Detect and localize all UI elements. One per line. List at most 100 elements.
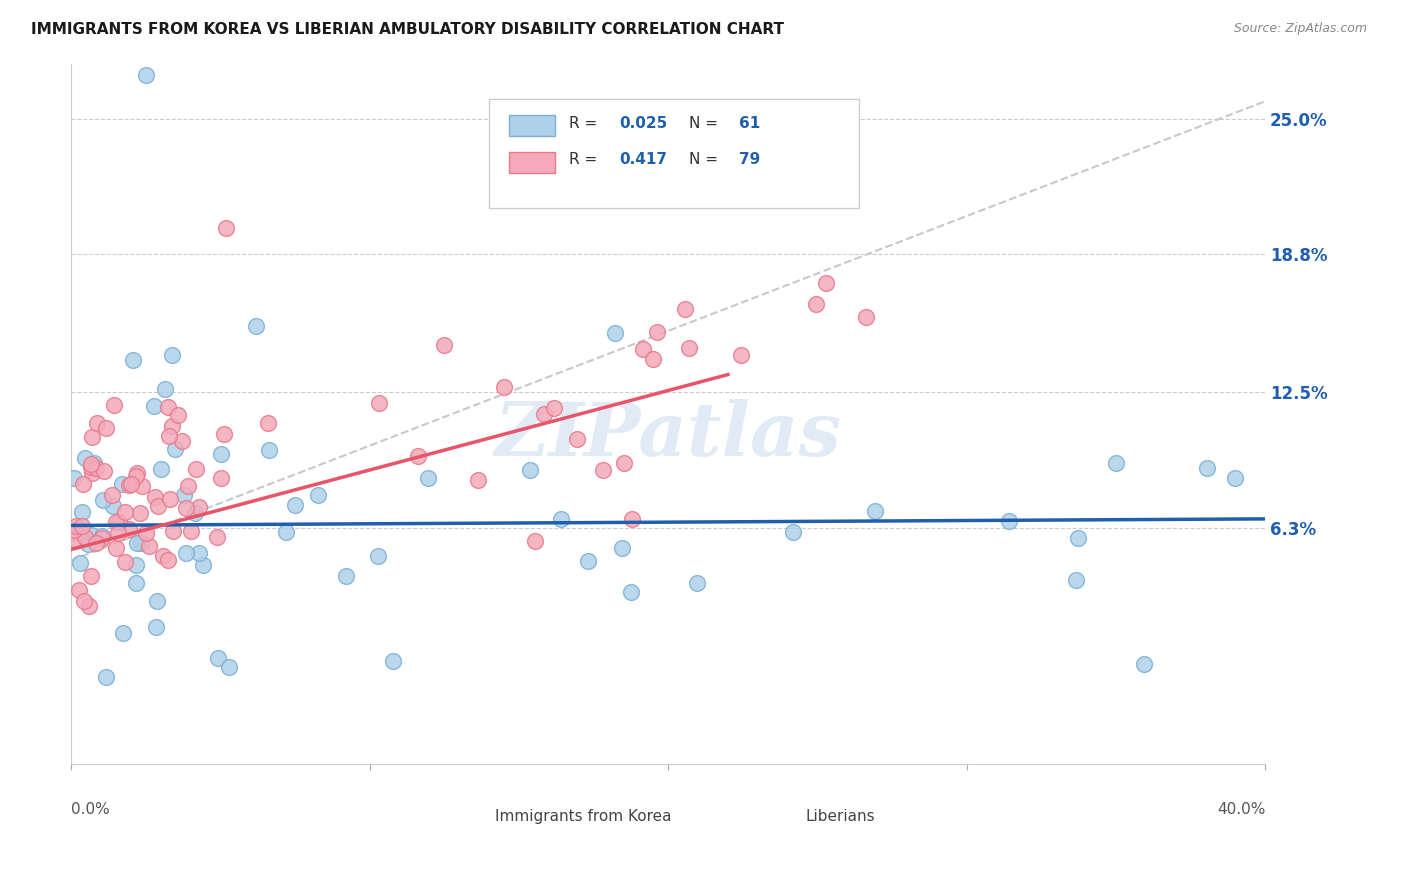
Point [82, 467, 104, 481]
Point [77, 599, 100, 613]
Point [188, 546, 211, 560]
Point [855, 310, 877, 324]
Point [1133, 657, 1156, 672]
Point [467, 473, 489, 487]
Point [163, 442, 186, 456]
Point [523, 533, 546, 548]
Point [492, 380, 515, 394]
Point [69, 556, 91, 570]
Point [155, 382, 177, 396]
Point [80, 460, 103, 475]
Point [93, 464, 115, 478]
Point [103, 398, 125, 412]
Point [138, 539, 160, 553]
Point [284, 498, 307, 512]
Point [184, 507, 207, 521]
Point [188, 500, 211, 514]
Point [177, 478, 200, 492]
Point [218, 660, 240, 674]
FancyBboxPatch shape [489, 99, 859, 208]
Point [125, 576, 148, 591]
Point [63, 523, 86, 537]
Point [79, 569, 101, 583]
Point [73, 451, 96, 466]
Point [111, 477, 134, 491]
Text: ZIPatlas: ZIPatlas [495, 399, 842, 471]
Point [131, 479, 153, 493]
Point [143, 490, 166, 504]
Point [1067, 531, 1090, 545]
Point [108, 515, 131, 529]
Point [162, 524, 184, 539]
Point [114, 505, 136, 519]
Point [686, 575, 709, 590]
Text: 79: 79 [738, 153, 759, 168]
Point [613, 456, 636, 470]
Text: IMMIGRANTS FROM KOREA VS LIBERIAN AMBULATORY DISABILITY CORRELATION CHART: IMMIGRANTS FROM KOREA VS LIBERIAN AMBULA… [31, 22, 785, 37]
Text: R =: R = [569, 153, 602, 168]
Point [1066, 574, 1088, 588]
Point [180, 524, 202, 538]
Point [172, 434, 194, 449]
Point [533, 407, 555, 421]
Point [550, 512, 572, 526]
Point [83, 457, 105, 471]
Point [418, 471, 440, 485]
Point [80, 430, 103, 444]
Point [633, 342, 655, 356]
Point [259, 443, 281, 458]
Point [209, 447, 232, 461]
Point [72, 477, 94, 491]
Point [543, 401, 565, 416]
Point [112, 626, 135, 640]
Point [107, 525, 129, 540]
Point [998, 514, 1021, 528]
Point [72, 519, 94, 533]
Point [678, 341, 700, 355]
Point [65, 519, 87, 533]
Point [67, 583, 90, 598]
Point [75, 530, 97, 544]
Point [129, 535, 152, 549]
Point [245, 319, 267, 334]
Point [80, 528, 103, 542]
Point [256, 417, 278, 431]
Text: N =: N = [689, 153, 723, 168]
Point [156, 400, 179, 414]
Point [610, 541, 633, 556]
Point [205, 530, 228, 544]
Bar [453, 810, 486, 825]
Point [86, 536, 108, 550]
Point [101, 499, 124, 513]
Text: Immigrants from Korea: Immigrants from Korea [495, 809, 672, 824]
Point [101, 488, 124, 502]
Point [114, 555, 136, 569]
Point [806, 296, 828, 310]
Point [94, 421, 117, 435]
Point [122, 353, 145, 368]
Point [91, 493, 114, 508]
Point [157, 553, 180, 567]
Text: Liberians: Liberians [806, 809, 875, 824]
Bar [763, 810, 797, 825]
Point [63, 526, 86, 541]
Point [863, 503, 886, 517]
Point [142, 399, 165, 413]
Point [69, 524, 91, 538]
Point [70, 505, 93, 519]
Point [576, 554, 599, 568]
Point [146, 593, 169, 607]
Text: Source: ZipAtlas.com: Source: ZipAtlas.com [1233, 22, 1367, 36]
Point [730, 348, 752, 362]
Point [91, 529, 114, 543]
Point [519, 463, 541, 477]
Point [212, 426, 235, 441]
Point [207, 650, 229, 665]
Point [565, 432, 588, 446]
Point [120, 477, 142, 491]
Point [125, 466, 148, 480]
Point [125, 468, 148, 483]
Point [91, 531, 114, 545]
Text: 0.025: 0.025 [619, 116, 668, 131]
Point [76, 537, 98, 551]
